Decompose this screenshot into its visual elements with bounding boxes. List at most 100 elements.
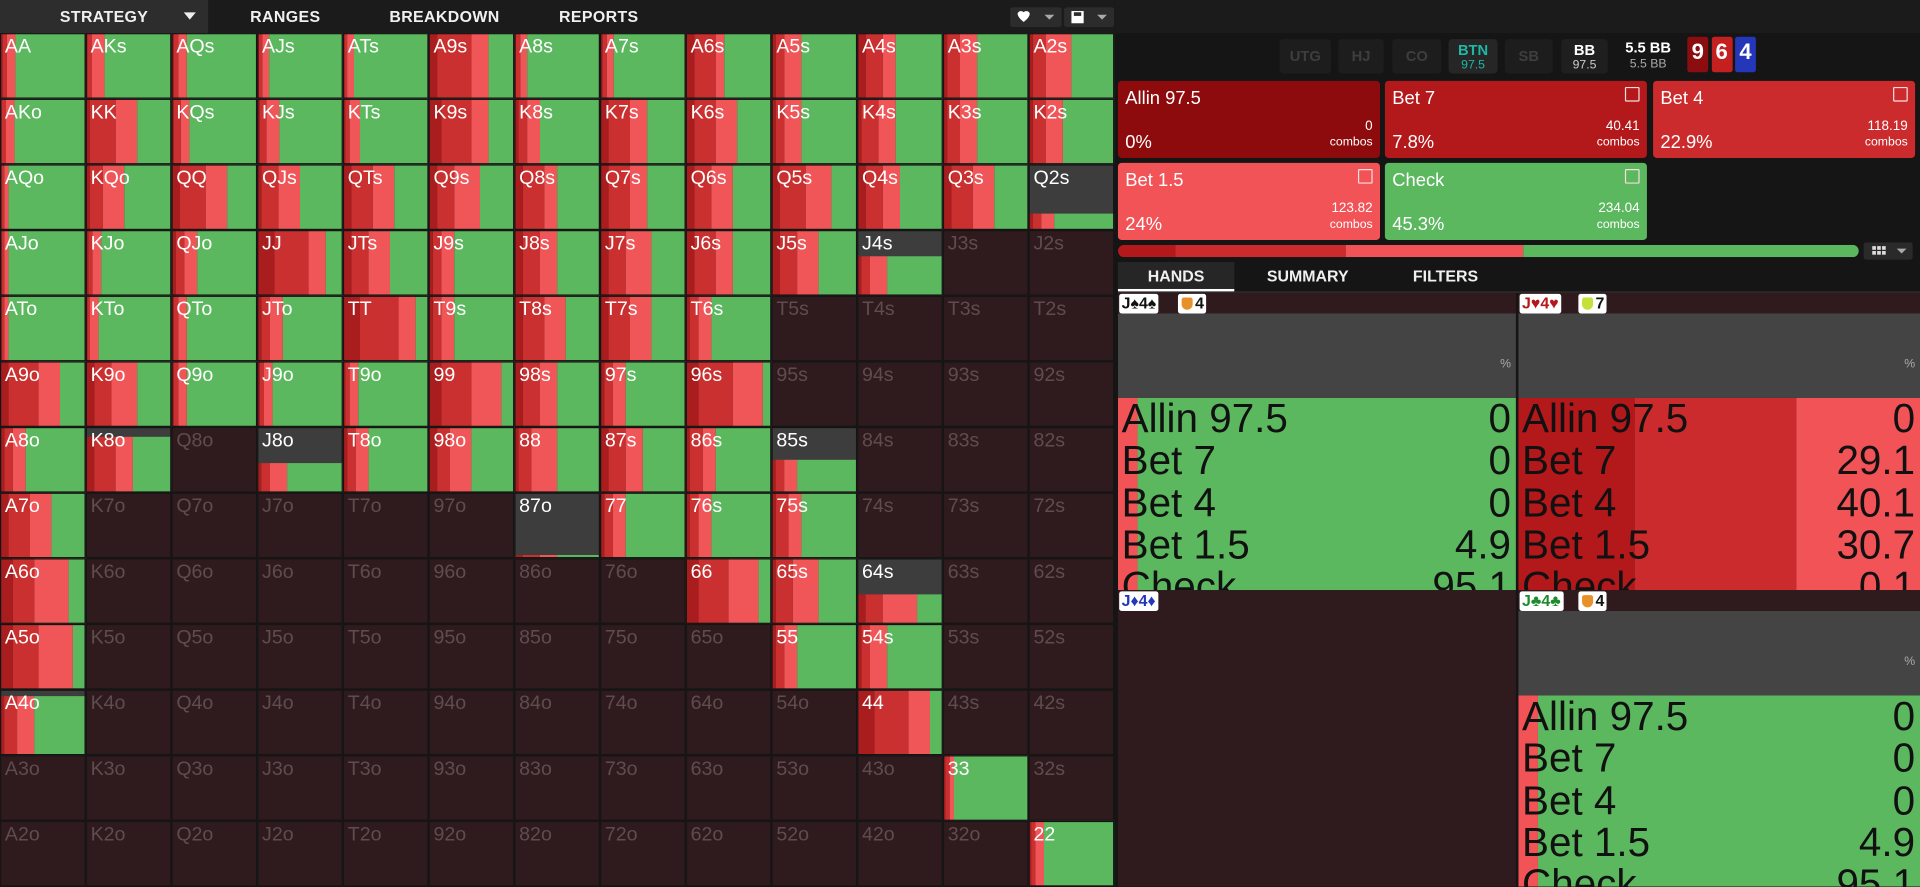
cell-label[interactable]: QJs [262, 167, 297, 189]
hand-panel[interactable]: J♦4♦ [1117, 590, 1516, 887]
cell-label[interactable]: Q7o [176, 495, 213, 517]
cell-label[interactable]: A7o [5, 495, 40, 517]
hand-panel[interactable]: % Allin 97.5 0 Bet 7 0 Bet 4 0 Bet 1.5 4.9 Check 9… [1117, 292, 1516, 591]
hand-panel[interactable]: % Allin 97.5 0 Bet 7 0 Bet 4 0 Bet 1.5 4.9 Check 9… [1518, 590, 1920, 887]
cell-label[interactable]: J3s [948, 233, 979, 255]
cell-label[interactable]: 86s [691, 430, 723, 452]
action-card[interactable]: Bet 4 118.19 combos 22.9% [1653, 80, 1916, 158]
cell-label[interactable]: AKs [91, 36, 127, 58]
cell-label[interactable]: 87s [605, 430, 637, 452]
cell-label[interactable]: Q3s [948, 167, 984, 189]
cell-label[interactable]: J4s [862, 233, 893, 255]
action-card[interactable]: Check 234.04 combos 45.3% [1384, 162, 1647, 241]
cell-label[interactable]: 82s [1033, 430, 1065, 452]
cell-label[interactable]: K2o [91, 823, 126, 845]
cell-label[interactable]: A9o [5, 364, 40, 386]
cell-label[interactable]: KTs [348, 101, 381, 123]
cell-label[interactable]: 55 [776, 627, 798, 649]
cell-label[interactable]: A2s [1033, 36, 1067, 58]
cell-label[interactable]: K9s [433, 101, 467, 123]
cell-label[interactable]: 33 [948, 758, 970, 780]
cell-label[interactable]: K6s [691, 101, 725, 123]
cell-label[interactable]: Q5o [176, 627, 213, 649]
cell-label[interactable]: 95o [433, 627, 466, 649]
save-button[interactable] [1064, 7, 1115, 27]
cell-label[interactable]: Q8s [519, 167, 555, 189]
cell-label[interactable]: K4s [862, 101, 896, 123]
cell-label[interactable]: K6o [91, 561, 126, 583]
cell-label[interactable]: T2o [348, 823, 382, 845]
cell-label[interactable]: 75o [605, 627, 638, 649]
tab[interactable]: BREAKDOWN [389, 7, 500, 26]
tab[interactable]: REPORTS [558, 7, 639, 26]
cell-label[interactable]: 54o [776, 692, 809, 714]
cell-label[interactable]: J6s [691, 233, 722, 255]
cell-label[interactable]: 73o [605, 758, 638, 780]
cell-label[interactable]: 92s [1033, 364, 1065, 386]
cell-label[interactable]: JTs [348, 233, 378, 255]
cell-label[interactable]: A6o [5, 561, 40, 583]
cell-label[interactable]: AKo [5, 101, 42, 123]
cell-label[interactable]: ATs [348, 36, 379, 58]
tab[interactable]: RANGES [250, 7, 321, 26]
cell-label[interactable]: 94o [433, 692, 466, 714]
cell-label[interactable]: AJs [262, 36, 295, 58]
cell-label[interactable]: 88 [519, 430, 541, 452]
cell-label[interactable]: QJo [176, 233, 212, 255]
position-button[interactable]: CO [1392, 39, 1442, 74]
cell-label[interactable]: 43o [862, 758, 895, 780]
cell-label[interactable]: 65s [776, 561, 808, 583]
cell-label[interactable]: TT [348, 298, 372, 320]
cell-label[interactable]: 99 [433, 364, 455, 386]
cell-label[interactable]: Q9o [176, 364, 213, 386]
cell-label[interactable]: K4o [91, 692, 126, 714]
cell-label[interactable]: 32s [1033, 758, 1065, 780]
cell-label[interactable]: T2s [1033, 298, 1066, 320]
cell-label[interactable]: 93s [948, 364, 980, 386]
cell-label[interactable]: J5s [776, 233, 807, 255]
cell-label[interactable]: T6o [348, 561, 382, 583]
cell-label[interactable]: K3s [948, 101, 982, 123]
cell-label[interactable]: 44 [862, 692, 884, 714]
cell-label[interactable]: 83o [519, 758, 552, 780]
cell-label[interactable]: 62o [691, 823, 724, 845]
cell-label[interactable]: A2o [5, 823, 40, 845]
position-button[interactable]: BTN 97.5 [1448, 39, 1498, 74]
cell-label[interactable]: 84s [862, 430, 894, 452]
cell-label[interactable]: 85o [519, 627, 552, 649]
cell-label[interactable]: 42o [862, 823, 895, 845]
cell-label[interactable]: AA [5, 36, 32, 58]
cell-label[interactable]: 66 [691, 561, 713, 583]
cell-label[interactable]: Q9s [433, 167, 469, 189]
cell-label[interactable]: QTs [348, 167, 383, 189]
cell-label[interactable]: A5o [5, 627, 40, 649]
hand-tab[interactable]: HANDS [1147, 266, 1205, 286]
cell-label[interactable]: Q4o [176, 692, 213, 714]
view-toggle[interactable] [1863, 242, 1913, 260]
cell-label[interactable]: Q3o [176, 758, 213, 780]
cell-label[interactable]: AQo [5, 167, 44, 189]
cell-label[interactable]: 98s [519, 364, 551, 386]
cell-label[interactable]: 43s [948, 692, 980, 714]
hand-tab[interactable]: FILTERS [1412, 266, 1479, 286]
cell-label[interactable]: Q2o [176, 823, 213, 845]
cell-label[interactable]: 84o [519, 692, 552, 714]
cell-label[interactable]: J4o [262, 692, 294, 714]
cell-label[interactable]: Q4s [862, 167, 898, 189]
cell-label[interactable]: 63o [691, 758, 724, 780]
cell-label[interactable]: 65o [691, 627, 724, 649]
cell-label[interactable]: A9s [433, 36, 467, 58]
cell-label[interactable]: AJo [5, 233, 39, 255]
cell-label[interactable]: K8s [519, 101, 553, 123]
cell-label[interactable]: T7o [348, 495, 382, 517]
cell-label[interactable]: A6s [691, 36, 725, 58]
cell-label[interactable]: KTo [91, 298, 125, 320]
cell-label[interactable]: 64s [862, 561, 894, 583]
cell-label[interactable]: 85s [776, 430, 808, 452]
cell-label[interactable]: J9o [262, 364, 294, 386]
cell-label[interactable]: 97s [605, 364, 637, 386]
cell-label[interactable]: 87o [519, 495, 552, 517]
cell-label[interactable]: A7s [605, 36, 639, 58]
cell-label[interactable]: A3s [948, 36, 982, 58]
cell-label[interactable]: KJo [91, 233, 125, 255]
